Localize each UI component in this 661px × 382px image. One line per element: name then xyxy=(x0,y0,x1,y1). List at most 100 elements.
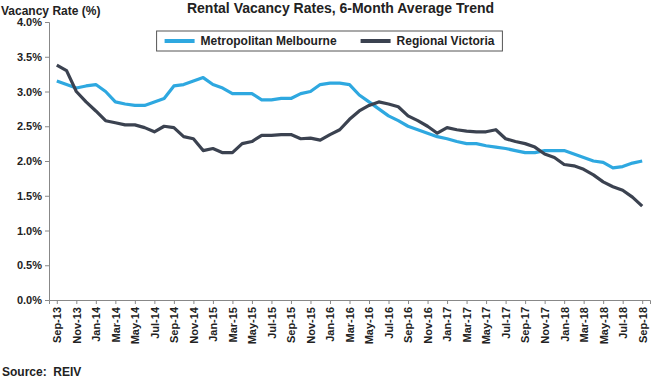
x-tick-label: May-15 xyxy=(246,307,258,344)
x-axis-line xyxy=(50,301,651,305)
y-axis: 0.0%0.5%1.0%1.5%2.0%2.5%3.0%3.5%4.0% xyxy=(17,16,50,306)
x-tick: Nov-14 xyxy=(188,300,200,344)
x-tick-mark xyxy=(389,300,390,304)
legend-label: Regional Victoria xyxy=(397,34,495,48)
title: Rental Vacancy Rates, 6-Month Average Tr… xyxy=(187,0,494,16)
x-tick-mark xyxy=(135,300,136,304)
x-tick-label: Jul-16 xyxy=(383,307,395,339)
x-tick-mark xyxy=(154,300,155,304)
chart: Rental Vacancy Rates, 6-Month Average Tr… xyxy=(0,0,661,382)
y-tick-mark xyxy=(45,300,49,301)
x-tick-mark xyxy=(584,300,585,304)
x-tick: Nov-16 xyxy=(422,300,434,344)
x-tick: May-15 xyxy=(246,300,258,344)
x-tick: Mar-17 xyxy=(461,300,473,342)
x-tick-label: Nov-14 xyxy=(188,306,200,344)
x-tick: Jul-15 xyxy=(266,300,278,339)
x-tick-label: Sep-14 xyxy=(168,306,180,343)
legend-box xyxy=(157,31,503,51)
y-tick-mark xyxy=(45,57,49,58)
source: Source: REIV xyxy=(2,365,81,379)
x-tick: May-18 xyxy=(598,300,610,344)
x-tick: Jul-14 xyxy=(149,300,161,339)
y-tick-label: 0.0% xyxy=(17,294,42,306)
x-tick-mark xyxy=(213,300,214,304)
x-tick-mark xyxy=(525,300,526,304)
y-tick: 0.0% xyxy=(17,294,49,306)
x-tick: Jan-17 xyxy=(441,300,453,342)
y-tick-mark xyxy=(45,126,49,127)
x-tick-label: Sep-17 xyxy=(519,307,531,343)
x-tick: Sep-15 xyxy=(285,300,297,343)
x-tick-mark xyxy=(193,300,194,304)
y-axis-line xyxy=(45,23,50,301)
x-tick-mark xyxy=(428,300,429,304)
x-tick-label: Nov-17 xyxy=(539,307,551,344)
x-tick-mark xyxy=(174,300,175,304)
y-tick-mark xyxy=(45,231,49,232)
x-tick-mark xyxy=(115,300,116,304)
x-tick: Jan-18 xyxy=(558,300,570,342)
x-tick-mark xyxy=(310,300,311,304)
x-tick-mark xyxy=(330,300,331,304)
y-tick: 3.5% xyxy=(17,51,49,63)
x-tick-mark xyxy=(564,300,565,304)
y-tick: 4.0% xyxy=(17,16,49,28)
x-tick-label: Jan-18 xyxy=(558,307,570,342)
legend: Metropolitan MelbourneRegional Victoria xyxy=(157,31,503,51)
y-axis-title: Vacancy Rate (%) xyxy=(1,4,100,18)
series-line xyxy=(57,65,642,206)
x-tick-label: Sep-13 xyxy=(51,307,63,343)
x-tick-label: Jan-16 xyxy=(324,307,336,342)
y-tick: 2.5% xyxy=(17,120,49,132)
x-tick-mark xyxy=(232,300,233,304)
x-tick-label: Mar-15 xyxy=(227,307,239,342)
x-tick-mark xyxy=(57,300,58,304)
y-tick-mark xyxy=(45,161,49,162)
y-tick-label: 1.0% xyxy=(17,225,42,237)
x-tick-mark xyxy=(545,300,546,304)
x-tick-label: May-17 xyxy=(480,307,492,344)
y-tick: 1.0% xyxy=(17,225,49,237)
x-tick: Jul-18 xyxy=(617,300,629,339)
x-tick: Mar-15 xyxy=(227,300,239,342)
x-tick-mark xyxy=(603,300,604,304)
y-tick-label: 4.0% xyxy=(17,16,42,28)
x-tick: Jan-15 xyxy=(207,300,219,342)
x-tick: Sep-14 xyxy=(168,300,180,343)
x-tick: Sep-18 xyxy=(637,300,649,343)
x-tick-label: Sep-18 xyxy=(637,307,649,343)
x-tick-label: Mar-16 xyxy=(344,307,356,342)
legend-swatch xyxy=(361,39,391,43)
x-tick: Sep-17 xyxy=(519,300,531,343)
plot-area xyxy=(57,65,642,206)
x-tick-mark xyxy=(486,300,487,304)
x-tick-label: Jul-18 xyxy=(617,307,629,339)
x-tick: Sep-16 xyxy=(402,300,414,343)
x-tick-mark xyxy=(369,300,370,304)
x-tick-mark xyxy=(76,300,77,304)
x-tick-label: Mar-14 xyxy=(110,306,122,342)
x-tick: Nov-17 xyxy=(539,300,551,344)
x-tick-label: Nov-16 xyxy=(422,307,434,344)
x-tick: Jan-16 xyxy=(324,300,336,342)
x-tick-mark xyxy=(271,300,272,304)
x-tick-label: Nov-15 xyxy=(305,307,317,344)
x-tick-label: Jul-15 xyxy=(266,307,278,339)
x-tick-label: Jul-14 xyxy=(149,306,161,339)
x-tick: Nov-15 xyxy=(305,300,317,344)
x-tick: Jul-16 xyxy=(383,300,395,339)
legend-swatch xyxy=(165,39,195,43)
y-tick-label: 1.5% xyxy=(17,190,42,202)
series-line xyxy=(57,78,642,168)
x-tick-mark xyxy=(96,300,97,304)
x-tick-label: Mar-18 xyxy=(578,307,590,342)
y-tick: 1.5% xyxy=(17,190,49,202)
x-tick-label: Nov-13 xyxy=(71,307,83,344)
x-tick-mark xyxy=(408,300,409,304)
x-axis: Sep-13Nov-13Jan-14Mar-14May-14Jul-14Sep-… xyxy=(50,300,651,344)
y-tick-label: 3.0% xyxy=(17,86,42,98)
x-tick-mark xyxy=(642,300,643,304)
x-tick-mark xyxy=(252,300,253,304)
y-tick-mark xyxy=(45,265,49,266)
